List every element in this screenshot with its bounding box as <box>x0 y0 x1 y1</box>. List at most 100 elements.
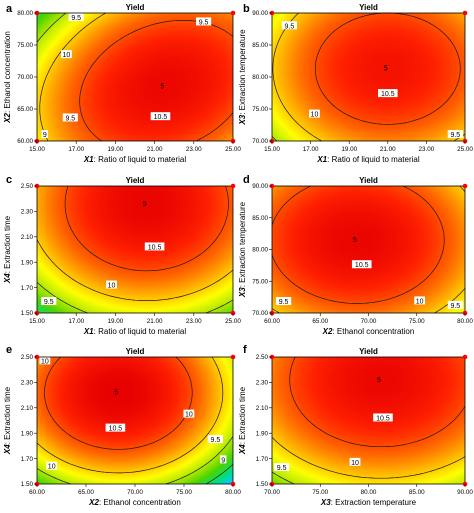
x-axis-label: X1: Ratio of liquid to material <box>83 327 187 336</box>
heatmap-surface-d <box>272 186 465 313</box>
contour-line-e-10 <box>36 356 224 474</box>
contour-label: 10 <box>48 464 56 471</box>
panel-letter: b <box>243 3 250 15</box>
panel-letter: f <box>243 344 247 356</box>
y-tick-label: 70.00 <box>252 138 268 145</box>
contour-label: 10 <box>63 52 71 59</box>
y-axis-label: X3: Extraction temperature <box>238 201 247 298</box>
x-axis-description: : Ratio of liquid to material <box>327 155 420 164</box>
corner-design-point <box>230 354 236 360</box>
x-axis-variable: X2 <box>88 498 99 507</box>
x-tick-label: 65.00 <box>312 318 328 325</box>
x-axis-label: X3: Extraction temperature <box>320 498 417 507</box>
panel-a: 9.5 9.5 10 10.5 9.5 9 5 15.00 17.00 19.00 21.00 23.… <box>3 3 241 164</box>
y-tick-label: 75.00 <box>252 106 268 113</box>
x-tick-label: 70.00 <box>361 318 377 325</box>
center-point-label: 5 <box>384 66 388 73</box>
contour-label-bg <box>41 297 57 306</box>
panel-b: 9.5 10 10.5 9.5 5 15.00 17.00 19.00 21.00 23.00 25… <box>238 3 473 164</box>
y-axis-label: X2: Ethanol concentration <box>3 31 12 124</box>
panel-title: Yield <box>359 176 378 185</box>
y-tick-label: 2.30 <box>256 380 269 387</box>
y-tick-label: 2.50 <box>21 354 34 361</box>
center-point-label: 5 <box>353 237 357 244</box>
contour-label: 9.5 <box>199 19 209 26</box>
y-tick-label: 75.00 <box>17 42 33 49</box>
contour-label-bg <box>62 113 78 122</box>
x-tick-label: 23.00 <box>186 146 202 153</box>
y-tick-label: 75.00 <box>252 278 268 285</box>
y-tick-label: 2.50 <box>256 354 269 361</box>
contour-label: 10.5 <box>376 415 390 422</box>
corner-design-point <box>230 183 236 189</box>
contour-label-bg <box>207 435 223 444</box>
contour-label: 9.5 <box>277 465 287 472</box>
contour-line-a-9.5 <box>36 12 67 43</box>
y-tick-label: 1.90 <box>21 259 34 266</box>
x-axis-description: : Ratio of liquid to material <box>94 155 187 164</box>
x-tick-label: 21.00 <box>147 318 163 325</box>
x-tick-label: 17.00 <box>303 146 319 153</box>
panel-letter: c <box>6 174 12 186</box>
y-axis-description: : Extraction time <box>3 215 12 273</box>
contour-label: 10.5 <box>355 262 369 269</box>
panel-e: 10 10.5 10 9.5 9 10 5 60.00 65.00 70.00 75.00 80.00… <box>3 344 241 507</box>
x-tick-label: 75.00 <box>176 489 192 496</box>
contour-label: 10.5 <box>109 426 123 433</box>
x-tick-label: 15.00 <box>29 318 45 325</box>
contour-label-bg <box>447 300 463 309</box>
y-tick-label: 1.70 <box>256 456 269 463</box>
contour-label-bg <box>373 413 393 422</box>
x-axis-variable: X1 <box>83 155 94 164</box>
contour-label: 9.5 <box>285 23 295 30</box>
x-tick-label: 15.00 <box>264 146 280 153</box>
y-tick-label: 70.00 <box>17 74 33 81</box>
y-axis-label: X4: Extraction time <box>3 386 12 455</box>
contour-label: 9.5 <box>450 303 460 310</box>
x-tick-label: 19.00 <box>108 318 124 325</box>
x-tick-label: 25.00 <box>457 146 473 153</box>
panel-d: 10.5 10 9.5 9.5 5 60.00 65.00 70.00 75.00 80.00 70… <box>238 174 473 336</box>
x-tick-label: 19.00 <box>341 146 357 153</box>
panel-letter: e <box>6 344 12 356</box>
panel-title: Yield <box>359 347 378 356</box>
x-axis-label: X2: Ethanol concentration <box>88 498 181 507</box>
center-point-label: 5 <box>160 84 164 91</box>
contour-label-bg <box>61 50 72 59</box>
contour-label-bg <box>144 242 165 251</box>
contour-label-bg <box>414 296 426 305</box>
y-tick-label: 70.00 <box>252 310 268 317</box>
contour-label-bg <box>105 423 126 432</box>
x-tick-label: 80.00 <box>361 489 377 496</box>
y-tick-label: 2.10 <box>21 234 34 241</box>
corner-design-point <box>462 354 468 360</box>
contour-line-a-10 <box>39 12 106 142</box>
x-axis-label: X1: Ratio of liquid to material <box>83 155 187 164</box>
y-axis-description: : Extraction time <box>238 386 247 444</box>
contour-label: 9 <box>43 132 47 139</box>
center-point-label: 5 <box>377 377 381 384</box>
x-axis-label: X1: Ratio of liquid to material <box>316 155 420 164</box>
contour-label: 9.5 <box>71 15 81 22</box>
contour-label: 10.5 <box>148 244 162 251</box>
y-tick-label: 1.90 <box>256 430 269 437</box>
y-tick-label: 90.00 <box>252 10 268 17</box>
contour-label: 10 <box>416 298 424 305</box>
contour-label: 10 <box>351 460 359 467</box>
y-axis-description: : Extraction time <box>3 386 12 444</box>
x-tick-label: 25.00 <box>225 318 241 325</box>
contour-label-bg <box>46 461 58 470</box>
contour-label: 10.5 <box>381 91 395 98</box>
contour-label-bg <box>275 297 292 306</box>
contour-label: 10 <box>311 112 319 119</box>
contour-label-bg <box>274 462 290 471</box>
y-tick-label: 2.10 <box>256 405 269 412</box>
contour-label: 10.5 <box>154 114 168 121</box>
x-tick-label: 17.00 <box>68 318 84 325</box>
y-axis-variable: X3 <box>238 287 247 298</box>
y-tick-label: 65.00 <box>17 106 33 113</box>
contour-label-bg <box>351 260 372 269</box>
panel-letter: d <box>243 174 250 186</box>
x-axis-variable: X1 <box>316 155 327 164</box>
